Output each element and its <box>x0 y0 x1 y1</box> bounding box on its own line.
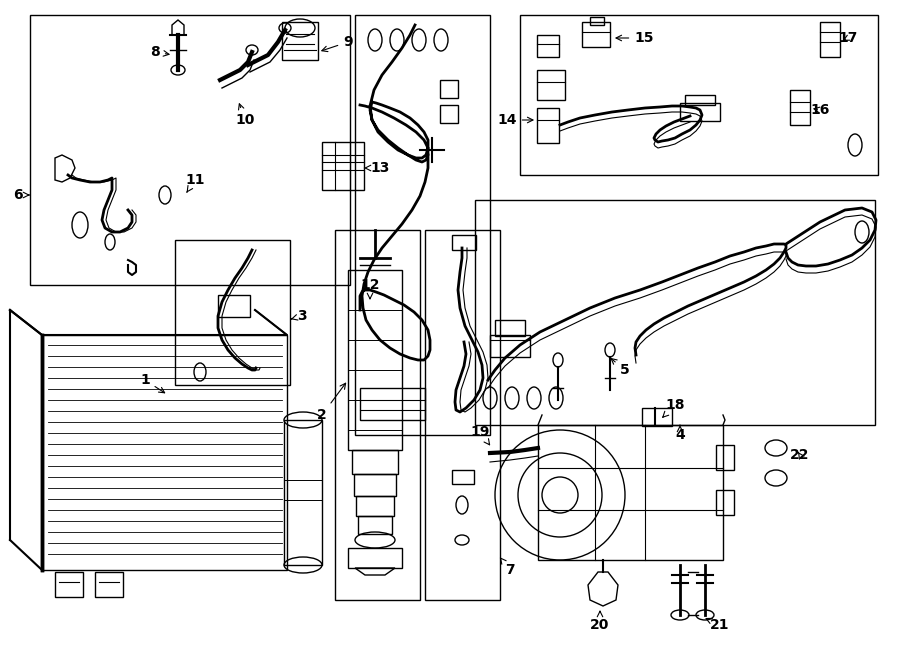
Bar <box>284 420 322 565</box>
Bar <box>175 240 290 385</box>
Text: 1: 1 <box>140 373 165 393</box>
Bar <box>335 230 420 600</box>
Text: 17: 17 <box>838 31 858 45</box>
Bar <box>537 35 559 57</box>
Bar <box>790 90 810 125</box>
Bar <box>440 80 458 98</box>
Text: 7: 7 <box>500 558 515 577</box>
Bar <box>716 490 734 515</box>
Bar <box>42 335 287 570</box>
Bar <box>440 105 458 123</box>
Bar <box>495 320 525 336</box>
Text: 11: 11 <box>185 173 205 192</box>
Text: 4: 4 <box>675 425 685 442</box>
Bar <box>590 17 604 25</box>
Bar <box>218 295 250 317</box>
Bar <box>680 103 720 121</box>
Bar <box>490 335 530 357</box>
Bar <box>642 408 672 426</box>
Bar <box>354 474 396 496</box>
Bar <box>95 572 123 597</box>
Bar <box>322 142 364 190</box>
Text: 13: 13 <box>364 161 390 175</box>
Bar <box>355 15 490 435</box>
Bar <box>425 230 500 600</box>
Text: 12: 12 <box>360 278 380 299</box>
Bar <box>537 70 565 100</box>
Bar <box>348 270 402 450</box>
Bar <box>582 22 610 47</box>
Text: 3: 3 <box>292 309 307 323</box>
Text: 21: 21 <box>706 618 730 632</box>
Text: 8: 8 <box>150 45 169 59</box>
Text: 20: 20 <box>590 611 609 632</box>
Text: 22: 22 <box>790 448 810 462</box>
Bar <box>358 516 392 534</box>
Bar <box>282 22 318 60</box>
Bar <box>452 235 476 250</box>
Text: 16: 16 <box>810 103 830 117</box>
Bar <box>452 470 474 484</box>
Text: 6: 6 <box>14 188 29 202</box>
Text: 9: 9 <box>322 35 353 52</box>
Text: 5: 5 <box>611 358 630 377</box>
Text: 19: 19 <box>471 425 490 445</box>
Text: 15: 15 <box>616 31 653 45</box>
Text: 18: 18 <box>662 398 685 417</box>
Text: 2: 2 <box>317 383 346 422</box>
Bar <box>820 22 840 57</box>
Bar <box>360 388 425 420</box>
Bar <box>30 15 350 285</box>
Text: 10: 10 <box>235 104 255 127</box>
Bar <box>716 445 734 470</box>
Bar <box>55 572 83 597</box>
Circle shape <box>542 477 578 513</box>
Bar <box>538 425 723 560</box>
Bar <box>356 496 394 516</box>
Bar <box>352 450 398 474</box>
Bar <box>520 15 878 175</box>
Bar <box>537 108 559 143</box>
Bar <box>348 548 402 568</box>
Text: 14: 14 <box>497 113 533 127</box>
Bar <box>685 95 715 105</box>
Bar <box>475 200 875 425</box>
